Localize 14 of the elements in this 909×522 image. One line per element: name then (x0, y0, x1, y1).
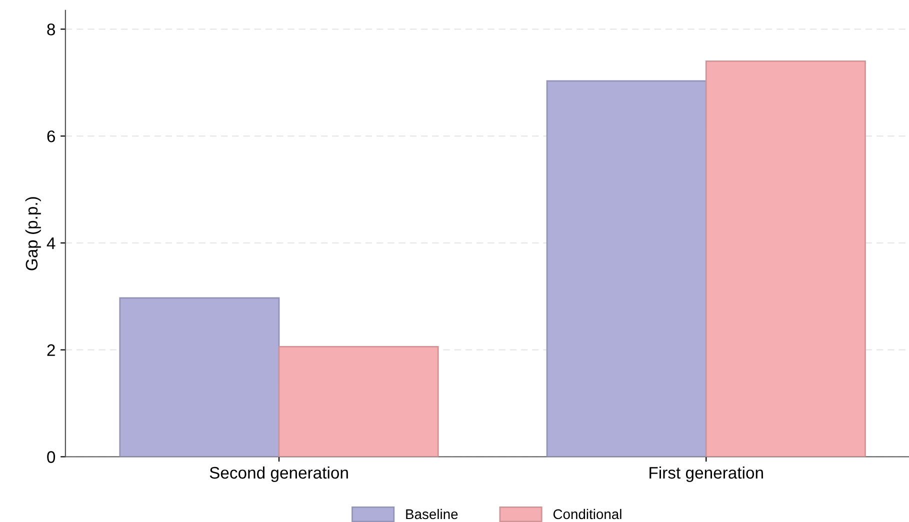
bar (278, 346, 439, 457)
y-axis-title: Gap (p.p.) (25, 197, 41, 270)
y-tick-label: 6 (47, 130, 55, 142)
y-tick-label: 2 (47, 344, 55, 356)
y-tick-label: 8 (47, 24, 55, 36)
legend-label: Baseline (406, 508, 458, 520)
x-tick-label: First generation (650, 466, 763, 482)
x-tick-label: Second generation (210, 466, 348, 482)
bar (705, 60, 866, 457)
bar (119, 297, 280, 457)
bar (546, 80, 707, 457)
y-tick-label: 4 (46, 238, 56, 249)
y-tick-label: 0 (47, 451, 56, 463)
legend-label: Conditional (553, 508, 622, 520)
